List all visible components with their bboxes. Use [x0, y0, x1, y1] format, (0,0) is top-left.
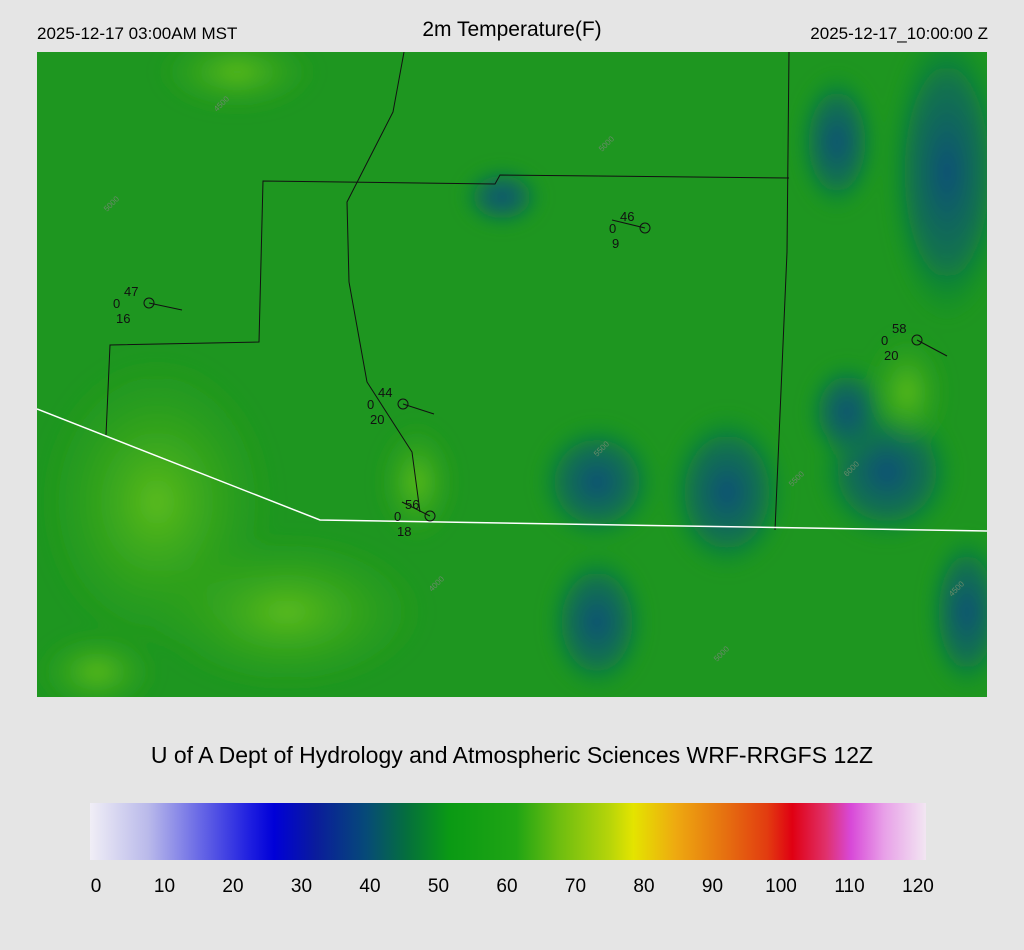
station-bottom: 20	[370, 412, 384, 427]
wind-barb	[611, 219, 646, 229]
colorbar-tick-label: 70	[564, 876, 587, 897]
station-temperature: 47	[124, 284, 138, 299]
colorbar	[90, 803, 926, 860]
station-left: 0	[609, 221, 616, 236]
colorbar-tick-label: 0	[90, 876, 102, 897]
station-bottom: 20	[884, 348, 898, 363]
border-line	[37, 408, 987, 532]
station-left: 0	[113, 296, 120, 311]
colorbar-tick-label: 20	[222, 876, 244, 897]
local-time: 2025-12-17 03:00AM MST	[37, 24, 238, 43]
boundaries	[105, 52, 790, 531]
credit: U of A Dept of Hydrology and Atmospheric…	[150, 742, 874, 768]
wind-barb	[916, 339, 948, 357]
wind-barb	[148, 302, 183, 311]
station-left: 0	[394, 509, 401, 524]
colorbar-tick-label: 80	[633, 876, 655, 897]
station: 47 016	[113, 284, 183, 326]
station-left: 0	[881, 333, 888, 348]
station: 56 018	[394, 497, 436, 539]
station-circle	[424, 510, 436, 522]
colorbar-tick-label: 110	[834, 876, 865, 897]
map-title: 2m Temperature(F)	[422, 18, 602, 41]
station-bottom: 9	[612, 236, 619, 251]
colorbar-tick-label: 30	[290, 876, 313, 897]
station-circle	[911, 334, 923, 346]
station-temperature: 58	[892, 321, 906, 336]
station-bottom: 16	[116, 311, 130, 326]
station: 46 09	[609, 209, 651, 251]
station-temperature: 56	[405, 497, 419, 512]
colorbar-tick-label: 120	[902, 876, 934, 897]
colorbar-tick-label: 50	[427, 876, 450, 897]
station-circle	[639, 222, 651, 234]
station: 58 020	[881, 321, 948, 363]
colorbar-tick-label: 90	[701, 876, 724, 897]
station-left: 0	[367, 397, 374, 412]
colorbar-tick-label: 40	[359, 876, 381, 897]
station-circle	[397, 398, 409, 410]
colorbar-tick-label: 10	[153, 876, 176, 897]
utc-time: 2025-12-17_10:00:00 Z	[810, 24, 988, 43]
colorbar-tick-label: 60	[496, 876, 518, 897]
colorbar-tick-label: 100	[765, 876, 797, 897]
temperature-field	[37, 52, 987, 697]
station: 44 020	[367, 385, 435, 427]
station-bottom: 18	[397, 524, 411, 539]
colorbar-ticks: 0 10 20 30 40 50 60 70 80 90 100 110 120	[76, 876, 938, 898]
station-circle	[143, 297, 155, 309]
station-temperature: 44	[378, 385, 392, 400]
station-temperature: 46	[620, 209, 634, 224]
